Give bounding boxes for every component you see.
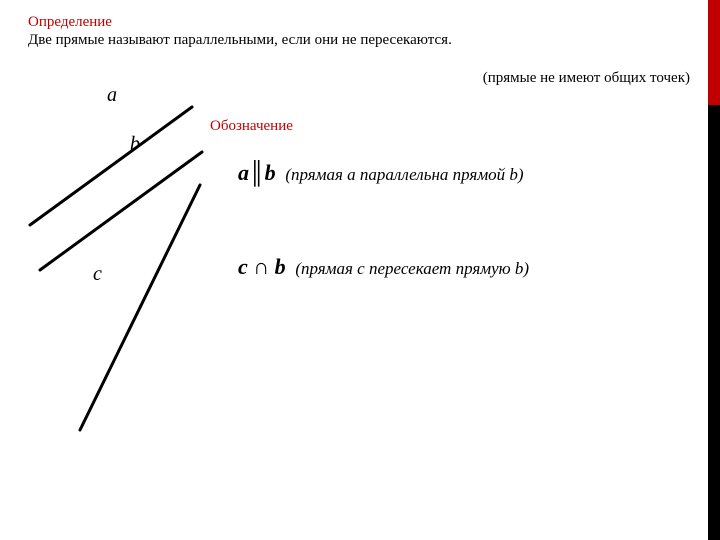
- line-c: [80, 185, 200, 430]
- slide-content: Определение Две прямые называют параллел…: [0, 0, 720, 540]
- line-a: [30, 107, 192, 225]
- line-b: [40, 152, 202, 270]
- diagram-svg: [0, 0, 720, 540]
